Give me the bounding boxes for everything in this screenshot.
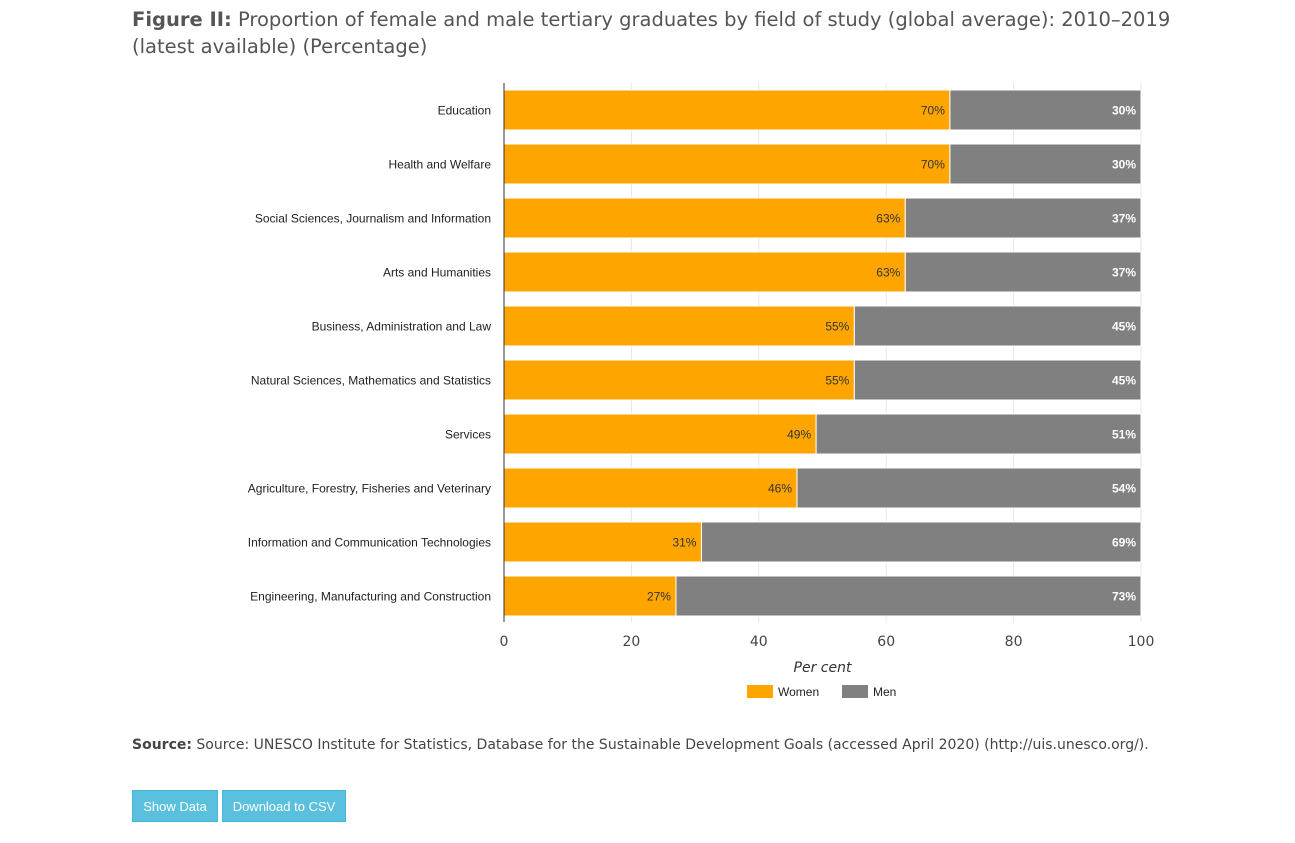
- data-label-women: 63%: [876, 266, 900, 280]
- x-tick-label: 20: [622, 634, 640, 650]
- legend-swatch-women[interactable]: [747, 685, 773, 698]
- source-text: Source: UNESCO Institute for Statistics,…: [196, 737, 1149, 753]
- bar-men[interactable]: [675, 575, 1142, 617]
- data-label-women: 70%: [921, 158, 945, 172]
- bar-women[interactable]: [503, 359, 855, 401]
- category-label: Information and Communication Technologi…: [248, 536, 491, 550]
- bar-men[interactable]: [904, 251, 1142, 293]
- data-label-men: 69%: [1112, 536, 1136, 550]
- category-label: Business, Administration and Law: [312, 320, 492, 334]
- data-label-women: 49%: [787, 428, 811, 442]
- x-tick-label: 0: [500, 634, 509, 650]
- data-label-men: 45%: [1112, 320, 1136, 334]
- category-label: Services: [445, 428, 491, 442]
- data-label-women: 55%: [825, 374, 849, 388]
- data-label-men: 30%: [1112, 158, 1136, 172]
- bar-women[interactable]: [503, 143, 951, 185]
- data-label-women: 55%: [825, 320, 849, 334]
- category-label: Agriculture, Forestry, Fisheries and Vet…: [248, 482, 491, 496]
- bar-women[interactable]: [503, 251, 906, 293]
- category-label: Engineering, Manufacturing and Construct…: [250, 590, 491, 604]
- download-csv-button[interactable]: Download to CSV: [222, 790, 346, 822]
- bar-women[interactable]: [503, 305, 855, 347]
- data-label-women: 31%: [672, 536, 696, 550]
- data-label-men: 30%: [1112, 104, 1136, 118]
- data-label-women: 46%: [768, 482, 792, 496]
- x-tick-label: 100: [1128, 634, 1155, 650]
- source-label: Source:: [132, 737, 192, 753]
- bar-women[interactable]: [503, 89, 951, 131]
- legend-swatch-men[interactable]: [842, 685, 868, 698]
- bar-men[interactable]: [904, 197, 1142, 239]
- data-label-men: 73%: [1112, 590, 1136, 604]
- data-label-men: 54%: [1112, 482, 1136, 496]
- stacked-bar-chart: 70% 30% Education 70% 30% Health and Welfare 6…: [248, 83, 1155, 699]
- data-label-men: 37%: [1112, 266, 1136, 280]
- x-tick-label: 40: [750, 634, 768, 650]
- figure-title: Figure II: Proportion of female and male…: [132, 6, 1192, 60]
- bar-men[interactable]: [796, 467, 1142, 509]
- category-label: Natural Sciences, Mathematics and Statis…: [251, 374, 491, 388]
- data-label-men: 45%: [1112, 374, 1136, 388]
- x-axis-title: Per cent: [794, 660, 852, 676]
- bar-women[interactable]: [503, 467, 798, 509]
- bar-men[interactable]: [853, 359, 1142, 401]
- bar-men[interactable]: [949, 143, 1142, 185]
- x-tick-label: 60: [877, 634, 895, 650]
- legend-label-men[interactable]: Men: [873, 685, 896, 699]
- category-label: Health and Welfare: [388, 158, 491, 172]
- data-label-men: 37%: [1112, 212, 1136, 226]
- figure-label: Figure II:: [132, 8, 232, 31]
- source-note: Source: Source: UNESCO Institute for Sta…: [132, 737, 1149, 753]
- data-label-men: 51%: [1112, 428, 1136, 442]
- figure-title-text: Proportion of female and male tertiary g…: [132, 8, 1171, 58]
- category-label: Arts and Humanities: [383, 266, 491, 280]
- bar-men[interactable]: [949, 89, 1142, 131]
- data-label-women: 27%: [647, 590, 671, 604]
- bar-women[interactable]: [503, 197, 906, 239]
- show-data-button[interactable]: Show Data: [132, 790, 218, 822]
- data-label-women: 63%: [876, 212, 900, 226]
- data-label-women: 70%: [921, 104, 945, 118]
- legend-label-women[interactable]: Women: [778, 685, 819, 699]
- category-label: Education: [438, 104, 491, 118]
- category-label: Social Sciences, Journalism and Informat…: [255, 212, 491, 226]
- bar-men[interactable]: [700, 521, 1142, 563]
- x-tick-label: 80: [1005, 634, 1023, 650]
- bar-men[interactable]: [815, 413, 1142, 455]
- bar-men[interactable]: [853, 305, 1142, 347]
- bar-women[interactable]: [503, 413, 817, 455]
